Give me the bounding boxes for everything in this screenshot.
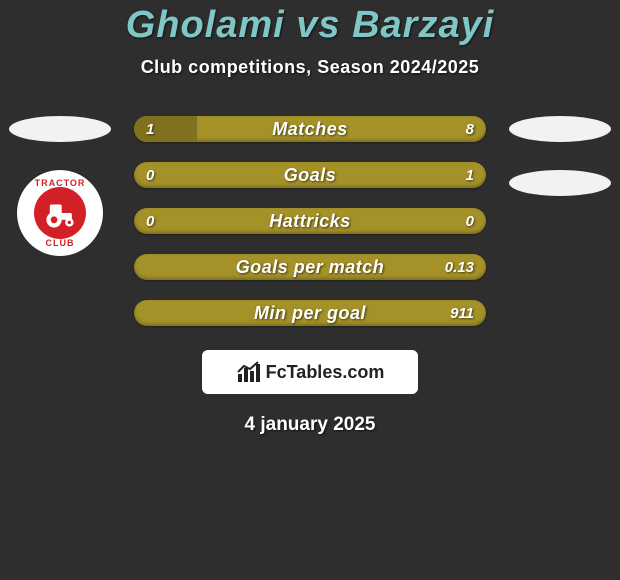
right-side-column [500,116,620,196]
stat-label: Min per goal [134,300,486,326]
stat-value-right: 1 [466,162,474,188]
brand-box: FcTables.com [202,350,418,394]
stat-label: Hattricks [134,208,486,234]
club-badge-top-text: TRACTOR [35,178,86,188]
left-club-badge: TRACTOR CLUB [17,170,103,256]
stat-bar: Goals per match0.13 [134,254,486,280]
stat-bar: Min per goal911 [134,300,486,326]
right-player-silhouette [509,116,611,142]
right-club-silhouette [509,170,611,196]
date-text: 4 january 2025 [245,414,376,436]
stat-value-right: 8 [466,116,474,142]
stat-bar-left-fill [134,116,197,142]
stat-value-right: 911 [450,300,474,326]
stat-bar: 1Matches8 [134,116,486,142]
stat-value-left: 0 [146,208,154,234]
brand-text: FcTables.com [266,362,385,383]
main-row: TRACTOR CLUB 1Matches80Goals10Hattricks0… [0,116,620,326]
content-root: Gholami vs Barzayi Club competitions, Se… [0,0,620,580]
left-side-column: TRACTOR CLUB [0,116,120,256]
stat-bar: 0Goals1 [134,162,486,188]
page-title: Gholami vs Barzayi [126,4,495,47]
club-badge-inner [34,187,86,239]
stat-bar: 0Hattricks0 [134,208,486,234]
bar-chart-icon [236,360,260,384]
left-player-silhouette [9,116,111,142]
stats-bars: 1Matches80Goals10Hattricks0Goals per mat… [120,116,500,326]
stat-value-right: 0 [466,208,474,234]
stat-label: Goals [134,162,486,188]
tractor-icon [43,196,77,230]
page-subtitle: Club competitions, Season 2024/2025 [141,57,480,78]
stat-value-left: 0 [146,162,154,188]
stat-label: Goals per match [134,254,486,280]
stat-value-right: 0.13 [445,254,474,280]
club-badge-bottom-text: CLUB [46,238,75,248]
